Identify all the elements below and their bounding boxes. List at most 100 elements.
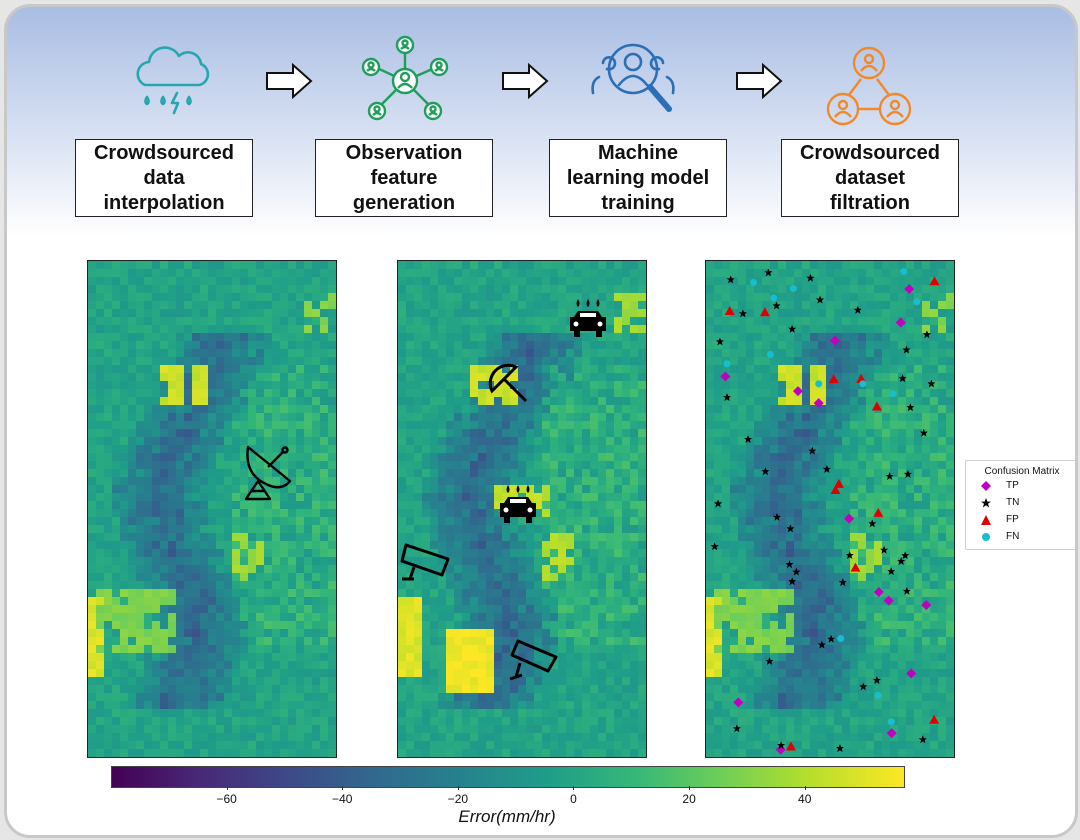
heatmap-cell — [272, 285, 280, 293]
heatmap-cell — [96, 709, 104, 717]
heatmap-cell — [192, 605, 200, 613]
heatmap-cell — [566, 629, 574, 637]
heatmap-cell — [232, 469, 240, 477]
heatmap-cell — [746, 293, 754, 301]
heatmap-cell — [818, 461, 826, 469]
heatmap-cell — [622, 669, 630, 677]
heatmap-cell — [454, 285, 462, 293]
heatmap-cell — [414, 397, 422, 405]
heatmap-cell — [746, 365, 754, 373]
heatmap-cell — [558, 357, 566, 365]
heatmap-cell — [96, 653, 104, 661]
heatmap-cell — [136, 709, 144, 717]
heatmap-cell — [88, 661, 96, 669]
heatmap-cell — [160, 413, 168, 421]
heatmap-cell — [216, 501, 224, 509]
heatmap-cell — [510, 421, 518, 429]
heatmap-cell — [746, 333, 754, 341]
heatmap-cell — [398, 437, 406, 445]
heatmap-cell — [208, 301, 216, 309]
heatmap-cell — [200, 389, 208, 397]
heatmap-cell — [232, 597, 240, 605]
heatmap-cell — [622, 325, 630, 333]
heatmap-cell — [510, 373, 518, 381]
heatmap-cell — [112, 405, 120, 413]
heatmap-cell — [414, 637, 422, 645]
heatmap-cell — [304, 725, 312, 733]
heatmap-cell — [906, 357, 914, 365]
heatmap-cell — [288, 525, 296, 533]
heatmap-cell — [550, 605, 558, 613]
heatmap-cell — [534, 501, 542, 509]
heatmap-cell — [582, 749, 590, 757]
heatmap-cell — [638, 269, 646, 277]
heatmap-cell — [786, 381, 794, 389]
heatmap-cell — [566, 333, 574, 341]
heatmap-cell — [168, 557, 176, 565]
heatmap-cell — [470, 445, 478, 453]
heatmap-cell — [714, 445, 722, 453]
heatmap-cell — [842, 373, 850, 381]
heatmap-cell — [630, 605, 638, 613]
heatmap-cell — [120, 445, 128, 453]
heatmap-cell — [906, 429, 914, 437]
heatmap-cell — [722, 509, 730, 517]
heatmap-cell — [526, 437, 534, 445]
heatmap-cell — [120, 701, 128, 709]
heatmap-cell — [462, 453, 470, 461]
heatmap-cell — [256, 645, 264, 653]
heatmap-cell — [558, 477, 566, 485]
heatmap-cell — [738, 445, 746, 453]
heatmap-cell — [722, 469, 730, 477]
heatmap-cell — [88, 397, 96, 405]
heatmap-cell — [582, 477, 590, 485]
heatmap-cell — [858, 285, 866, 293]
heatmap-cell — [446, 341, 454, 349]
heatmap-cell — [858, 445, 866, 453]
heatmap-cell — [128, 709, 136, 717]
heatmap-cell — [422, 501, 430, 509]
heatmap-cell — [762, 405, 770, 413]
heatmap-cell — [478, 309, 486, 317]
heatmap-cell — [406, 605, 414, 613]
heatmap-cell — [248, 301, 256, 309]
heatmap-cell — [104, 741, 112, 749]
heatmap-cell — [304, 421, 312, 429]
heatmap-cell — [152, 325, 160, 333]
heatmap-cell — [906, 317, 914, 325]
heatmap-cell — [606, 597, 614, 605]
heatmap-cell — [614, 333, 622, 341]
heatmap-cell — [478, 525, 486, 533]
heatmap-cell — [200, 437, 208, 445]
heatmap-cell — [184, 653, 192, 661]
heatmap-cell — [438, 573, 446, 581]
heatmap-cell — [582, 333, 590, 341]
heatmap-cell — [320, 445, 328, 453]
heatmap-cell — [630, 261, 638, 269]
heatmap-cell — [558, 645, 566, 653]
heatmap-cell — [312, 397, 320, 405]
heatmap-cell — [850, 485, 858, 493]
heatmap-cell — [614, 325, 622, 333]
heatmap-cell — [160, 309, 168, 317]
heatmap-cell — [438, 741, 446, 749]
heatmap-cell — [88, 269, 96, 277]
heatmap-cell — [802, 341, 810, 349]
heatmap-cell — [280, 541, 288, 549]
heatmap-cell — [622, 525, 630, 533]
heatmap-cell — [738, 365, 746, 373]
heatmap-cell — [566, 373, 574, 381]
heatmap-cell — [858, 309, 866, 317]
heatmap-cell — [714, 541, 722, 549]
heatmap-cell — [136, 365, 144, 373]
heatmap-cell — [542, 317, 550, 325]
heatmap-cell — [946, 277, 954, 285]
heatmap-cell — [256, 605, 264, 613]
heatmap-cell — [438, 749, 446, 757]
heatmap-cell — [136, 637, 144, 645]
heatmap-cell — [706, 461, 714, 469]
heatmap-cell — [104, 693, 112, 701]
heatmap-cell — [208, 677, 216, 685]
heatmap-cell — [248, 741, 256, 749]
heatmap-cell — [406, 533, 414, 541]
